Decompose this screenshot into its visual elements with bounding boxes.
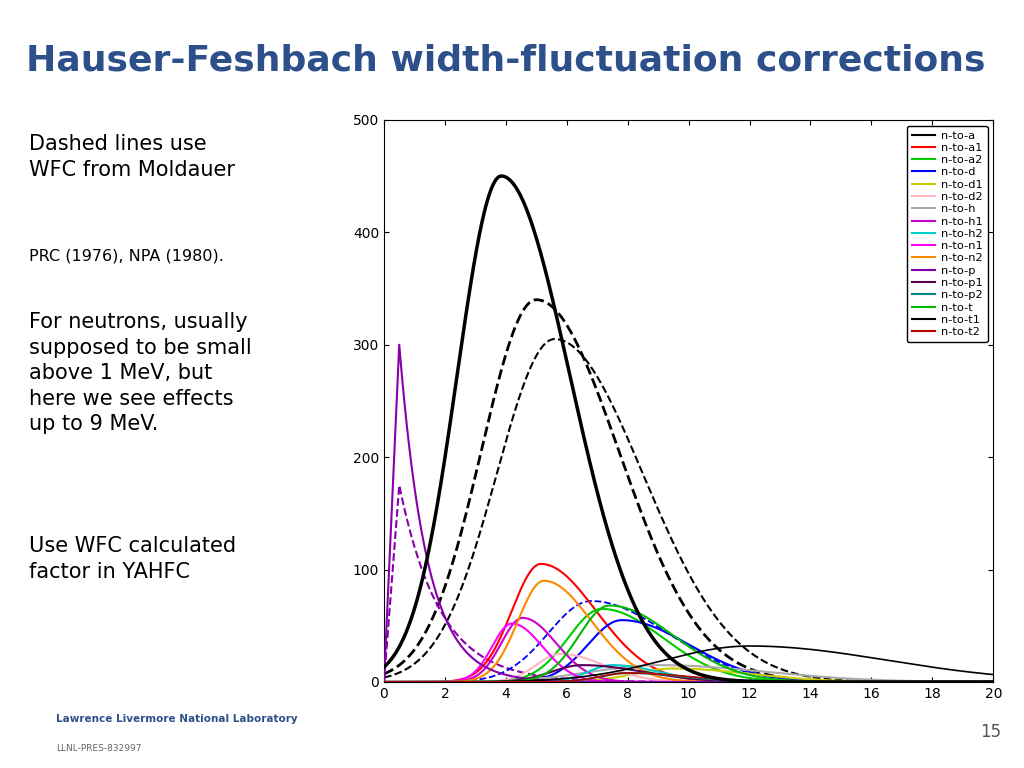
Text: Hauser-Feshbach width-fluctuation corrections: Hauser-Feshbach width-fluctuation correc…: [26, 44, 985, 78]
Text: Dashed lines use
WFC from Moldauer: Dashed lines use WFC from Moldauer: [30, 134, 236, 180]
Text: Use WFC calculated
factor in YAHFC: Use WFC calculated factor in YAHFC: [30, 536, 237, 581]
Text: 15: 15: [980, 723, 1001, 741]
Text: PRC (1976), NPA (1980).: PRC (1976), NPA (1980).: [30, 249, 224, 264]
Text: LLNL-PRES-832997: LLNL-PRES-832997: [56, 743, 141, 753]
Legend: n-to-a, n-to-a1, n-to-a2, n-to-d, n-to-d1, n-to-d2, n-to-h, n-to-h1, n-to-h2, n-: n-to-a, n-to-a1, n-to-a2, n-to-d, n-to-d…: [907, 125, 987, 343]
Text: Lawrence Livermore National Laboratory: Lawrence Livermore National Laboratory: [56, 714, 298, 724]
Text: For neutrons, usually
supposed to be small
above 1 MeV, but
here we see effects
: For neutrons, usually supposed to be sma…: [30, 312, 252, 435]
